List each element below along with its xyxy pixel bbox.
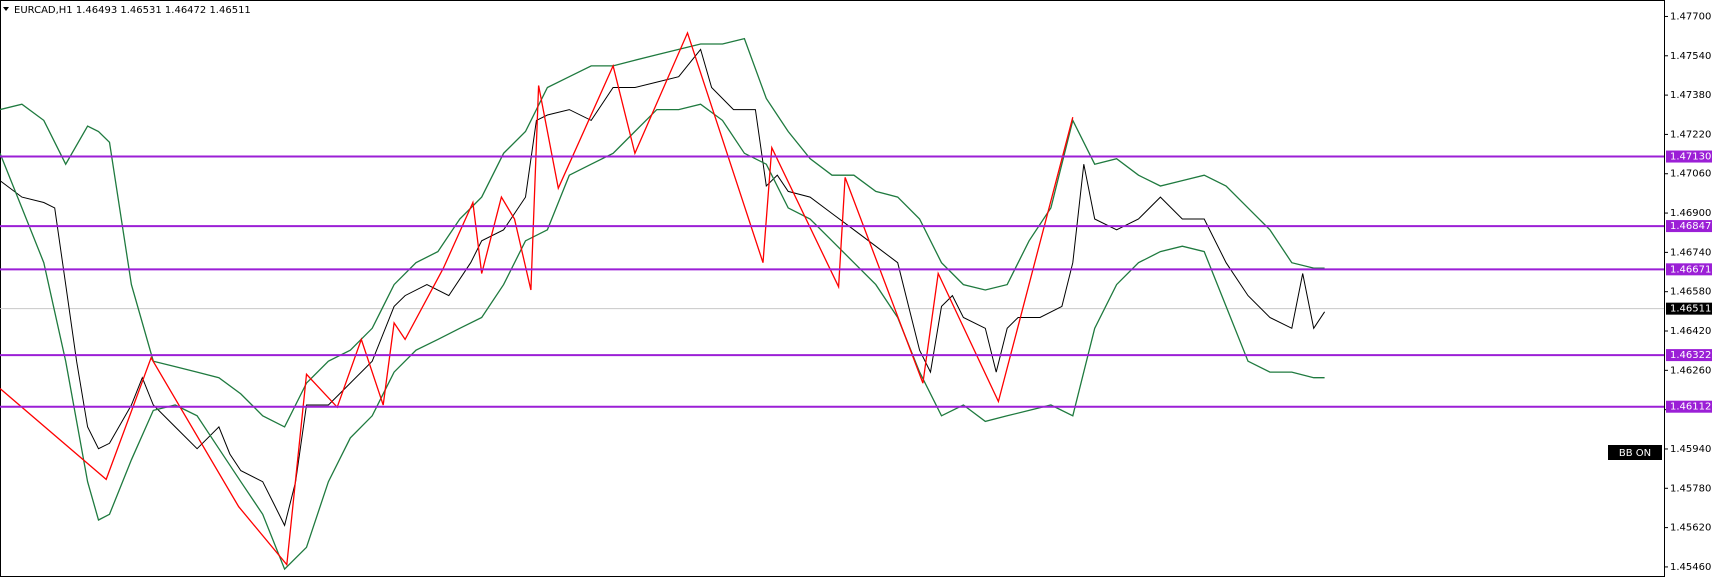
level-tag [1666,400,1712,413]
y-tick-label: 1.46580 [1670,287,1711,298]
level-label: 1.46322 [1670,350,1711,361]
level-label: 1.46112 [1670,402,1711,413]
y-tick-label: 1.47380 [1670,90,1711,101]
level-tag [1666,263,1712,276]
level-tag [1666,349,1712,362]
y-tick-label: 1.46260 [1670,365,1711,376]
y-tick-label: 1.47220 [1670,129,1711,140]
y-tick-label: 1.45780 [1670,483,1711,494]
badge-box [1608,445,1662,460]
y-tick-label: 1.46900 [1670,208,1711,219]
level-tag [1666,220,1712,233]
current-price-label: 1.46511 [1670,304,1711,315]
y-tick-label: 1.47700 [1670,11,1711,22]
level-label: 1.46671 [1670,264,1711,275]
level-label: 1.47130 [1670,152,1711,163]
y-tick-label: 1.47060 [1670,169,1711,180]
chart-title: EURCAD,H1 1.46493 1.46531 1.46472 1.4651… [14,5,251,16]
series-line [0,103,1325,571]
y-tick-label: 1.46740 [1670,247,1711,258]
menu-arrow[interactable] [3,7,9,11]
y-tick-label: 1.45620 [1670,523,1711,534]
level-tag [1666,150,1712,163]
current-price-tag [1666,302,1712,315]
y-tick-label: 1.45940 [1670,444,1711,455]
series-line [0,37,1325,428]
y-tick-label: 1.46420 [1670,326,1711,337]
level-label: 1.46847 [1670,221,1711,232]
y-tick-label: 1.47540 [1670,51,1711,62]
badge: BB ON [1619,448,1651,459]
y-tick-label: 1.45460 [1670,562,1711,573]
